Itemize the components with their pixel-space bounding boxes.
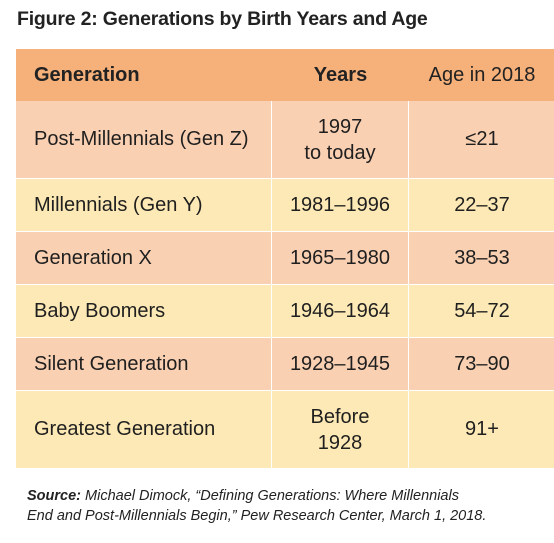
generation-cell: Generation X: [16, 232, 272, 285]
years-line: 1997: [317, 115, 363, 138]
generation-cell: Silent Generation: [16, 338, 272, 391]
generation-cell: Greatest Generation: [16, 391, 272, 469]
age-cell: 38–53: [409, 232, 554, 285]
source-line-1: Michael Dimock, “Defining Generations: W…: [85, 488, 459, 504]
table-header-row: Generation Years Age in 2018: [16, 49, 554, 101]
age-cell: 73–90: [409, 338, 554, 391]
years-cell: 1965–1980: [272, 232, 409, 285]
generation-cell: Post-Millennials (Gen Z): [16, 101, 272, 179]
years-line: 1928: [317, 431, 363, 454]
header-age: Age in 2018: [409, 49, 554, 101]
years-line: to today: [304, 141, 376, 164]
generation-cell: Millennials (Gen Y): [16, 179, 272, 232]
age-cell: 91+: [409, 391, 554, 469]
years-cell: 1946–1964: [272, 285, 409, 338]
years-cell: 1997 to today: [272, 101, 409, 179]
age-cell: 22–37: [409, 179, 554, 232]
source-citation: Source: Michael Dimock, “Defining Genera…: [27, 486, 537, 526]
header-years: Years: [272, 49, 409, 101]
source-label: Source:: [27, 488, 81, 504]
source-line-2: End and Post-Millennials Begin,” Pew Res…: [27, 508, 487, 524]
generations-table: Generation Years Age in 2018 Post-Millen…: [16, 49, 554, 469]
age-cell: ≤21: [409, 101, 554, 179]
generation-cell: Baby Boomers: [16, 285, 272, 338]
figure-title: Figure 2: Generations by Birth Years and…: [17, 8, 428, 30]
years-cell: Before 1928: [272, 391, 409, 469]
table-row: Millennials (Gen Y) 1981–1996 22–37: [16, 179, 554, 232]
table-row: Silent Generation 1928–1945 73–90: [16, 338, 554, 391]
age-cell: 54–72: [409, 285, 554, 338]
years-line: Before: [310, 405, 370, 428]
table-row: Greatest Generation Before 1928 91+: [16, 391, 554, 469]
table-row: Generation X 1965–1980 38–53: [16, 232, 554, 285]
header-generation: Generation: [16, 49, 272, 101]
table-row: Post-Millennials (Gen Z) 1997 to today ≤…: [16, 101, 554, 179]
table-row: Baby Boomers 1946–1964 54–72: [16, 285, 554, 338]
years-cell: 1981–1996: [272, 179, 409, 232]
years-cell: 1928–1945: [272, 338, 409, 391]
